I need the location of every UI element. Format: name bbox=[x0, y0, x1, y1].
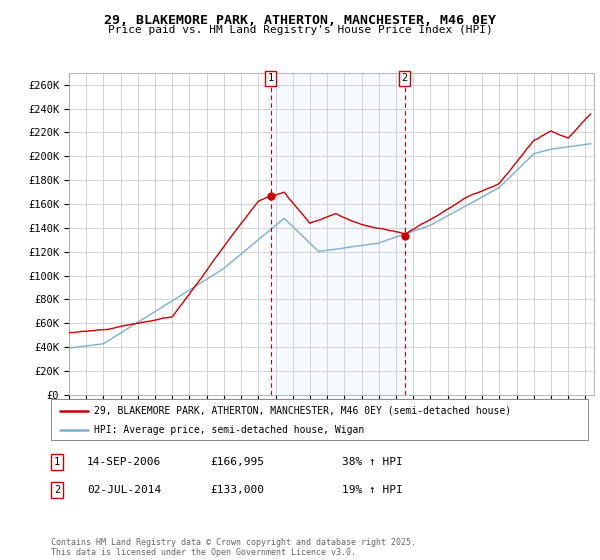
Bar bbox=[271, 73, 404, 395]
Text: 38% ↑ HPI: 38% ↑ HPI bbox=[342, 457, 403, 467]
Text: HPI: Average price, semi-detached house, Wigan: HPI: Average price, semi-detached house,… bbox=[94, 424, 364, 435]
Text: 2: 2 bbox=[54, 485, 60, 495]
Text: Price paid vs. HM Land Registry's House Price Index (HPI): Price paid vs. HM Land Registry's House … bbox=[107, 25, 493, 35]
Text: 02-JUL-2014: 02-JUL-2014 bbox=[87, 485, 161, 495]
Text: 1: 1 bbox=[268, 73, 274, 83]
Text: 29, BLAKEMORE PARK, ATHERTON, MANCHESTER, M46 0EY (semi-detached house): 29, BLAKEMORE PARK, ATHERTON, MANCHESTER… bbox=[94, 405, 511, 416]
Text: £166,995: £166,995 bbox=[210, 457, 264, 467]
Text: 14-SEP-2006: 14-SEP-2006 bbox=[87, 457, 161, 467]
Text: £133,000: £133,000 bbox=[210, 485, 264, 495]
Text: 2: 2 bbox=[401, 73, 408, 83]
Text: Contains HM Land Registry data © Crown copyright and database right 2025.
This d: Contains HM Land Registry data © Crown c… bbox=[51, 538, 416, 557]
Text: 1: 1 bbox=[54, 457, 60, 467]
Text: 19% ↑ HPI: 19% ↑ HPI bbox=[342, 485, 403, 495]
Text: 29, BLAKEMORE PARK, ATHERTON, MANCHESTER, M46 0EY: 29, BLAKEMORE PARK, ATHERTON, MANCHESTER… bbox=[104, 14, 496, 27]
